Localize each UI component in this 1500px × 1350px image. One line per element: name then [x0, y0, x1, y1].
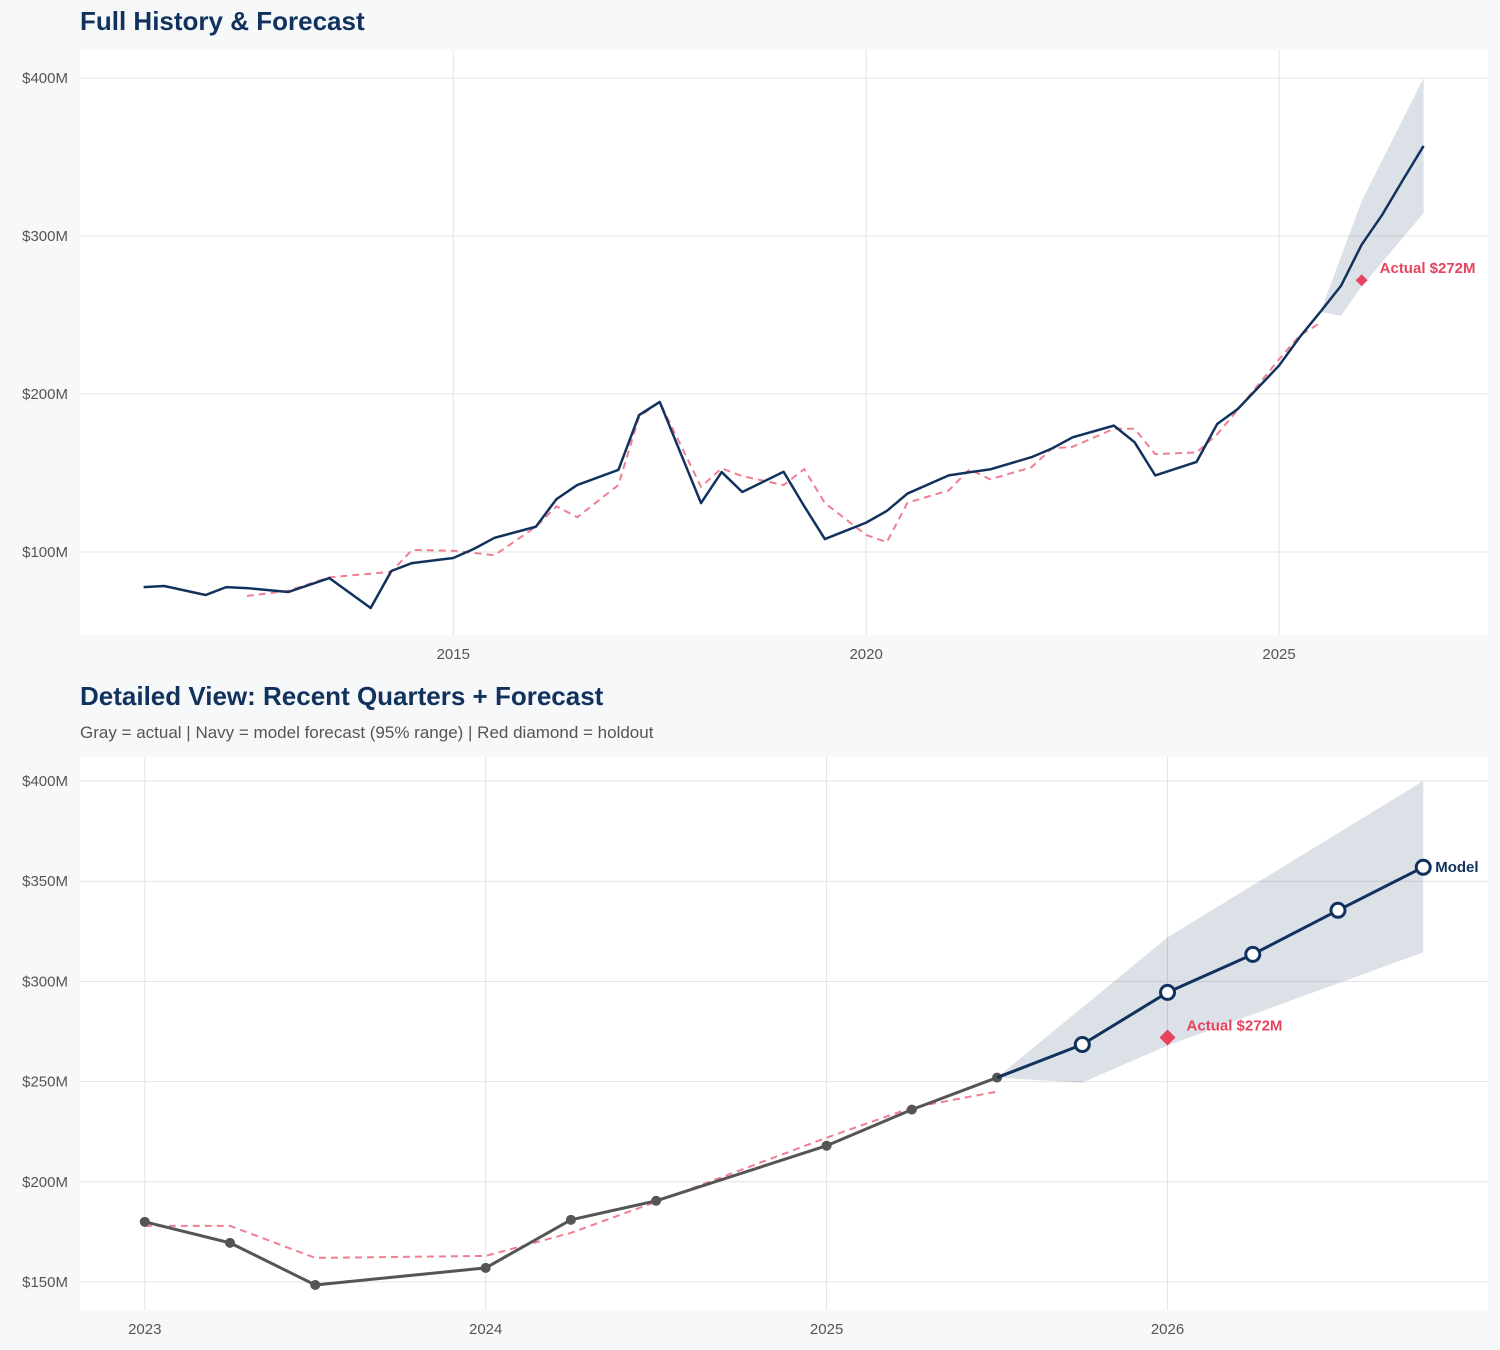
holdout-label: Actual $272M	[1380, 260, 1476, 277]
actual-point	[139, 1216, 150, 1227]
forecast-point	[1244, 945, 1262, 963]
actual-point	[906, 1104, 917, 1115]
y-tick-label: $400M	[22, 70, 68, 87]
plot-area	[80, 50, 1488, 635]
forecast-line	[1319, 145, 1425, 313]
plot-area	[80, 757, 1488, 1310]
forecast-95-band	[997, 781, 1424, 1083]
forecast-point	[1414, 858, 1432, 876]
model-end-label: Model	[1435, 859, 1478, 876]
holdout-diamond	[1355, 274, 1368, 287]
actual-point	[225, 1237, 236, 1248]
y-tick-label: $150M	[22, 1274, 68, 1291]
detailed-chart: $150M $200M $250M $300M $350M $400M 2023 2024 20…	[22, 757, 1488, 1338]
plot-marks	[139, 781, 1432, 1290]
holdout-label: Actual $272M	[1187, 1018, 1283, 1035]
x-tick-label: 2020	[849, 646, 882, 663]
y-tick-label: $400M	[22, 773, 68, 790]
actual-line	[143, 311, 1322, 610]
full-history-chart: $100M $200M $300M $400M 2015 2020 2025 Actual $…	[22, 50, 1488, 663]
actual-point	[651, 1195, 662, 1206]
x-tick-label: 2023	[128, 1321, 161, 1338]
plot-marks	[143, 77, 1425, 610]
x-tick-label: 2026	[1151, 1321, 1184, 1338]
y-tick-label: $350M	[22, 873, 68, 890]
y-tick-label: $200M	[22, 386, 68, 403]
y-tick-label: $300M	[22, 973, 68, 990]
forecast-point	[1073, 1036, 1091, 1054]
chart-title-detailed-view: Detailed View: Recent Quarters + Forecas…	[80, 681, 604, 711]
x-tick-label: 2025	[1262, 646, 1295, 663]
actual-point	[480, 1262, 491, 1273]
forecast-point	[1159, 983, 1177, 1001]
y-tick-label: $100M	[22, 544, 68, 561]
y-tick-label: $200M	[22, 1174, 68, 1191]
y-tick-label: $300M	[22, 228, 68, 245]
forecast-point	[1329, 901, 1347, 919]
actual-point	[310, 1279, 321, 1290]
forecast-line	[996, 865, 1424, 1079]
x-tick-label: 2024	[469, 1321, 502, 1338]
fitted-line	[246, 322, 1321, 597]
x-tick-label: 2015	[437, 646, 470, 663]
fitted-line	[144, 1090, 998, 1259]
forecast-95-band	[1320, 77, 1424, 316]
chart-subtitle-legend: Gray = actual | Navy = model forecast (9…	[80, 723, 654, 742]
actual-point	[565, 1214, 576, 1225]
y-tick-label: $250M	[22, 1074, 68, 1091]
actual-point	[821, 1140, 832, 1151]
chart-title-full-history: Full History & Forecast	[80, 6, 365, 36]
holdout-diamond	[1159, 1029, 1176, 1046]
x-tick-label: 2025	[810, 1321, 843, 1338]
